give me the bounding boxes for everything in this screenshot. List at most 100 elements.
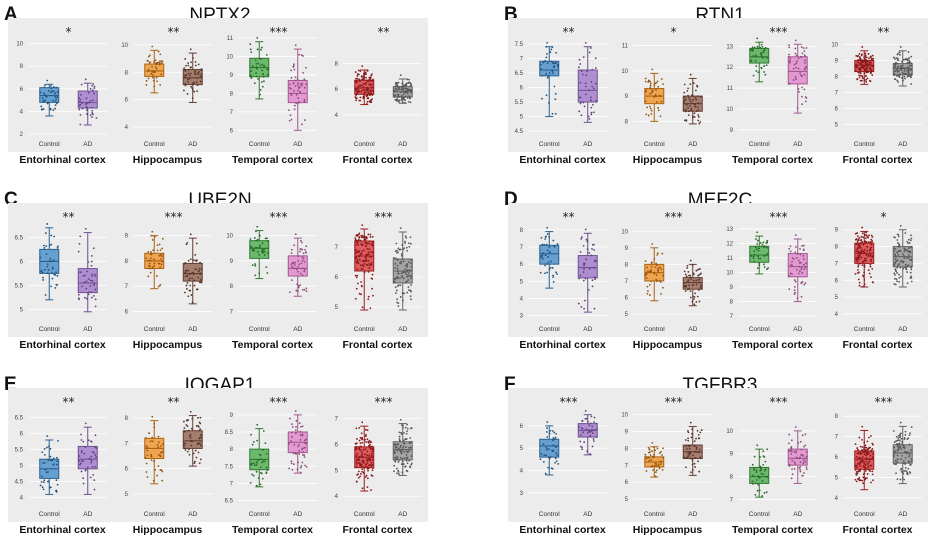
data-point (199, 444, 202, 447)
data-point (749, 60, 752, 63)
y-tick-label: 10 (726, 429, 733, 435)
data-point (684, 466, 687, 469)
data-point (145, 257, 148, 260)
data-point (396, 270, 399, 273)
data-point (301, 274, 304, 277)
data-point (357, 470, 360, 473)
data-point (751, 463, 754, 466)
data-point (290, 440, 292, 442)
data-point (52, 99, 55, 102)
data-point (799, 261, 802, 264)
data-point (362, 471, 365, 474)
data-point (908, 64, 911, 67)
data-point (546, 41, 549, 44)
data-point (289, 114, 292, 117)
data-point (362, 265, 365, 268)
data-point (860, 251, 863, 254)
data-point (762, 455, 765, 457)
data-point (260, 81, 263, 83)
data-point (297, 270, 299, 273)
data-point (791, 261, 793, 263)
data-point (361, 455, 364, 458)
data-point (863, 58, 866, 61)
data-point (150, 259, 153, 262)
data-point (593, 276, 596, 279)
data-point (184, 275, 187, 278)
data-point (46, 223, 49, 225)
data-point (356, 242, 359, 245)
data-point (789, 272, 792, 275)
data-point (860, 235, 863, 238)
data-point (552, 444, 555, 447)
data-point (693, 103, 696, 106)
data-point (801, 272, 804, 274)
y-tick-label: 13 (726, 227, 733, 233)
data-point (657, 109, 660, 112)
data-point (897, 264, 899, 267)
data-point (654, 266, 657, 269)
data-point (408, 261, 410, 264)
data-point (360, 437, 363, 440)
data-point (544, 238, 547, 240)
data-point (53, 273, 56, 276)
y-tick-label: 6 (335, 275, 339, 281)
data-point (764, 73, 767, 76)
data-point (395, 242, 398, 245)
data-point (397, 272, 400, 275)
data-point (356, 438, 358, 440)
data-point (405, 453, 408, 456)
data-point (46, 435, 49, 438)
data-point (686, 264, 689, 267)
data-point (893, 250, 896, 252)
y-tick-label: 10 (831, 42, 838, 48)
data-point (857, 59, 860, 61)
data-point (186, 93, 189, 95)
data-point (801, 86, 803, 89)
data-point (863, 248, 866, 251)
data-point (863, 461, 866, 463)
data-point (652, 456, 655, 459)
data-point (595, 422, 598, 425)
data-point (651, 68, 654, 71)
data-point (410, 242, 412, 245)
data-point (904, 451, 907, 454)
data-point (790, 439, 793, 442)
data-point (146, 59, 149, 62)
data-point (147, 275, 150, 278)
data-point (685, 275, 688, 278)
data-point (259, 483, 262, 486)
region-label: Hippocampus (633, 524, 703, 536)
data-point (148, 54, 151, 57)
data-point (363, 89, 366, 91)
data-point (149, 440, 152, 443)
data-point (79, 113, 82, 116)
data-point (297, 286, 300, 289)
data-point (584, 409, 587, 412)
data-point (893, 283, 896, 285)
data-point (899, 250, 902, 252)
data-point (894, 269, 897, 272)
data-point (689, 452, 692, 455)
data-point (187, 295, 190, 298)
data-point (406, 280, 408, 283)
data-point (898, 244, 901, 247)
data-point (693, 444, 696, 447)
data-point (51, 277, 54, 280)
data-point (396, 449, 399, 452)
data-point (357, 73, 360, 76)
data-point (761, 243, 764, 246)
y-tick-label: 9 (835, 58, 839, 64)
data-point (546, 435, 549, 438)
data-point (799, 72, 802, 74)
data-point (766, 268, 768, 271)
data-point (593, 429, 596, 432)
data-point (194, 70, 197, 73)
data-point (651, 243, 654, 245)
box-control (354, 65, 375, 106)
data-point (91, 109, 94, 112)
data-point (39, 484, 42, 487)
data-point (364, 476, 367, 478)
